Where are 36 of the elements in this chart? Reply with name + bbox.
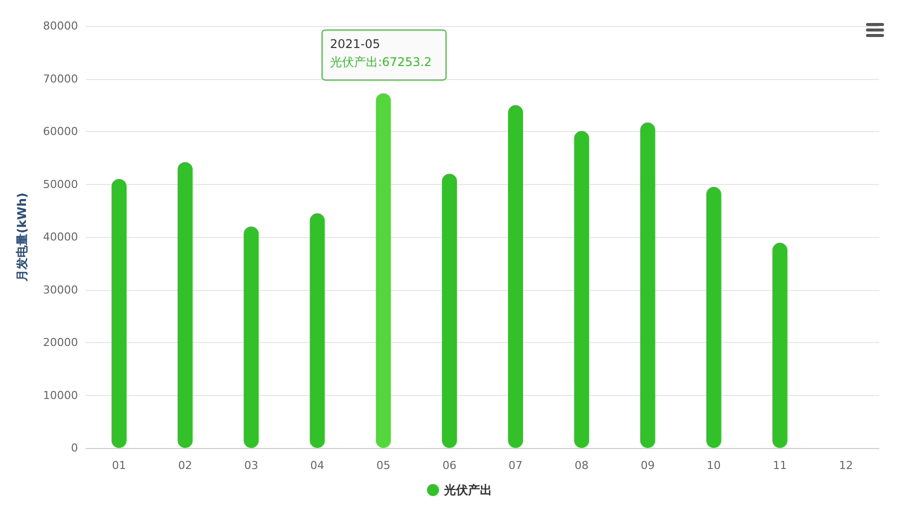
y-tick-label: 0 [71,442,78,454]
y-tick-label: 30000 [43,283,78,296]
y-axis-title: 月发电量(kWh) [15,192,29,282]
x-tick-label: 12 [838,459,853,472]
bar [706,186,722,448]
x-tick-label: 08 [574,459,589,472]
x-tick-label: 04 [310,459,324,472]
x-tick-label: 06 [442,459,456,472]
x-tick-label: 09 [640,459,655,472]
bar [508,105,524,448]
x-tick-label: 03 [244,459,258,472]
y-tick-label: 20000 [43,336,78,349]
x-tick-label: 07 [508,459,523,472]
legend-label: 光伏产出 [443,483,492,497]
x-tick-label: 02 [178,459,192,472]
bar [112,178,127,448]
x-tick-label: 05 [376,459,390,472]
bar [574,130,590,448]
bar [178,162,193,448]
x-tick-label: 10 [706,459,721,472]
bar [244,226,259,448]
annotation: 光伏产出:67253.2 [330,55,432,69]
x-tick-label: 11 [772,459,787,472]
y-tick-label: 10000 [43,388,78,402]
annotation: 2021-05 [330,37,380,51]
bar [310,213,325,448]
y-tick-label: 40000 [43,230,78,244]
y-tick-label: 50000 [43,178,78,191]
bar [442,174,457,448]
y-tick-label: 60000 [43,125,78,138]
y-tick-label: 70000 [43,72,78,86]
y-tick-label: 80000 [43,20,78,32]
bar [640,122,656,448]
bar [772,242,788,448]
x-tick-label: 01 [112,459,126,472]
bar [376,93,391,448]
